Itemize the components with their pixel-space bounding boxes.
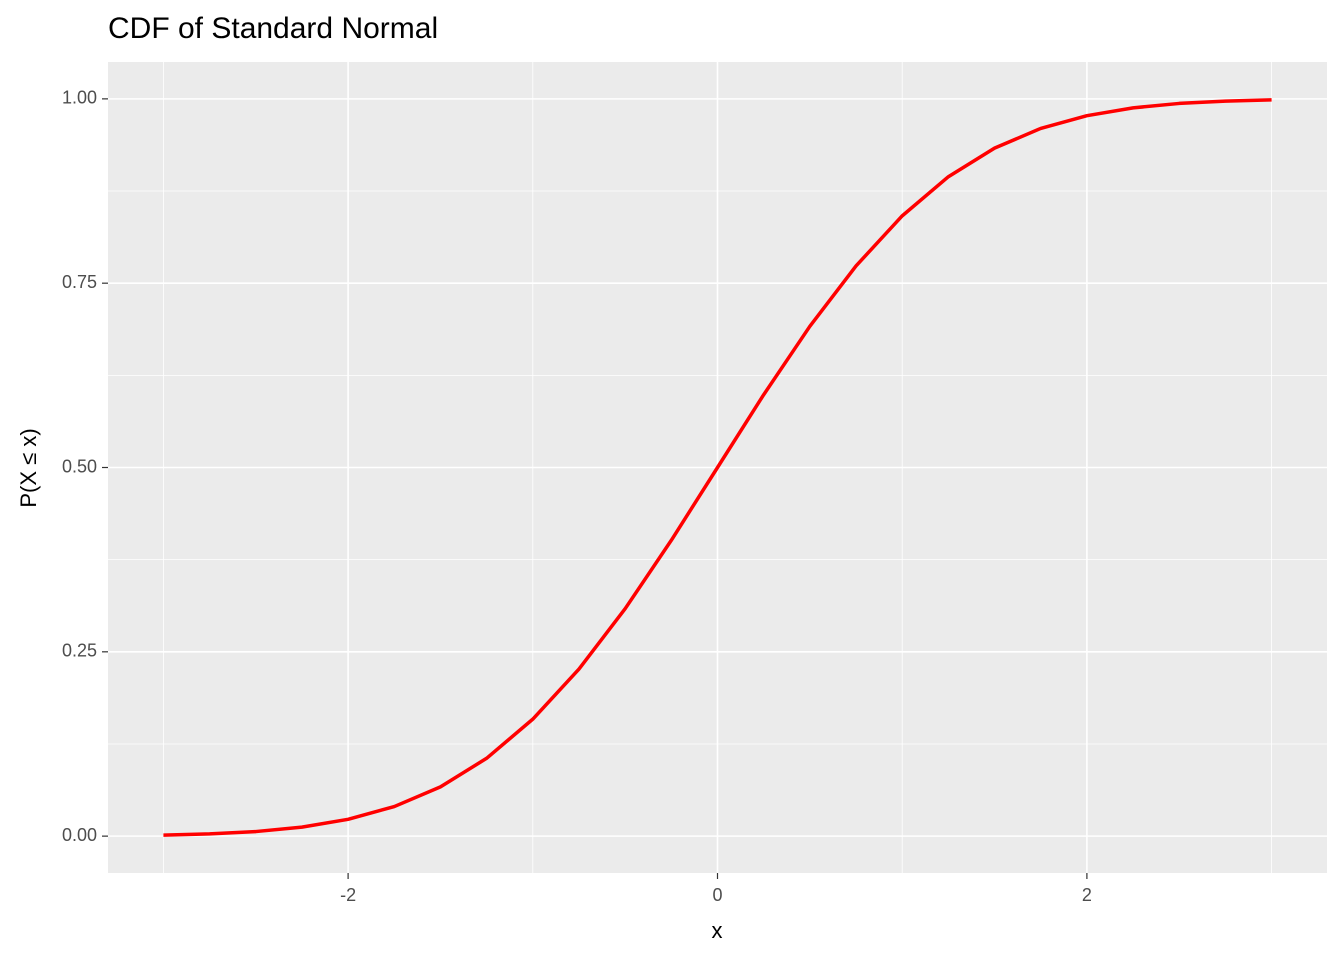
chart-title: CDF of Standard Normal — [108, 12, 438, 45]
y-tick-label: 0.50 — [62, 456, 97, 476]
x-tick-label: -2 — [340, 885, 356, 905]
x-tick-label: 2 — [1082, 885, 1092, 905]
y-tick-label: 0.25 — [62, 641, 97, 661]
x-axis-title: x — [712, 918, 723, 943]
x-tick-label: 0 — [712, 885, 722, 905]
y-tick-label: 0.00 — [62, 825, 97, 845]
y-axis-title: P(X ≤ x) — [16, 428, 41, 507]
line — [163, 98, 1272, 837]
y-tick-label: 1.00 — [62, 88, 97, 108]
y-tick-label: 0.75 — [62, 272, 97, 292]
